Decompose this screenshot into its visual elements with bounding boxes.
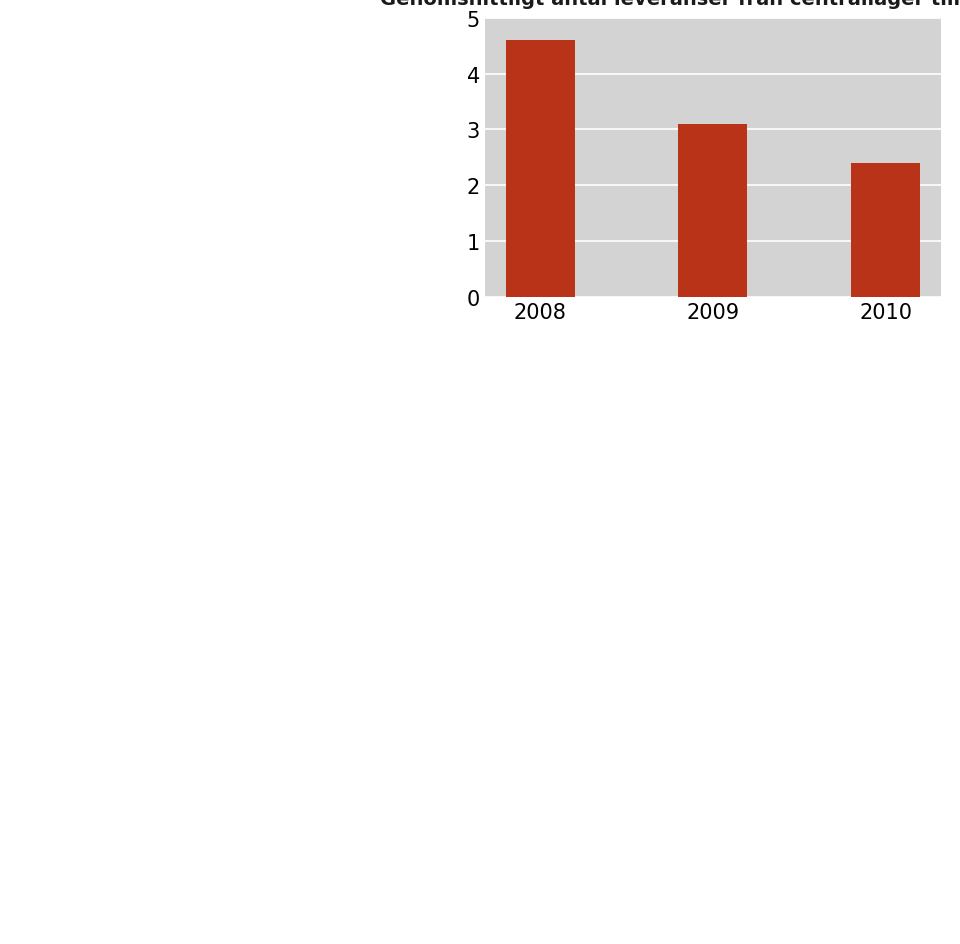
Bar: [506, 42, 575, 297]
Bar: [679, 125, 747, 297]
Title: Genomsnittligt antal leveranser från centrallager till projekt: Genomsnittligt antal leveranser från cen…: [380, 0, 960, 9]
Bar: [851, 163, 920, 297]
